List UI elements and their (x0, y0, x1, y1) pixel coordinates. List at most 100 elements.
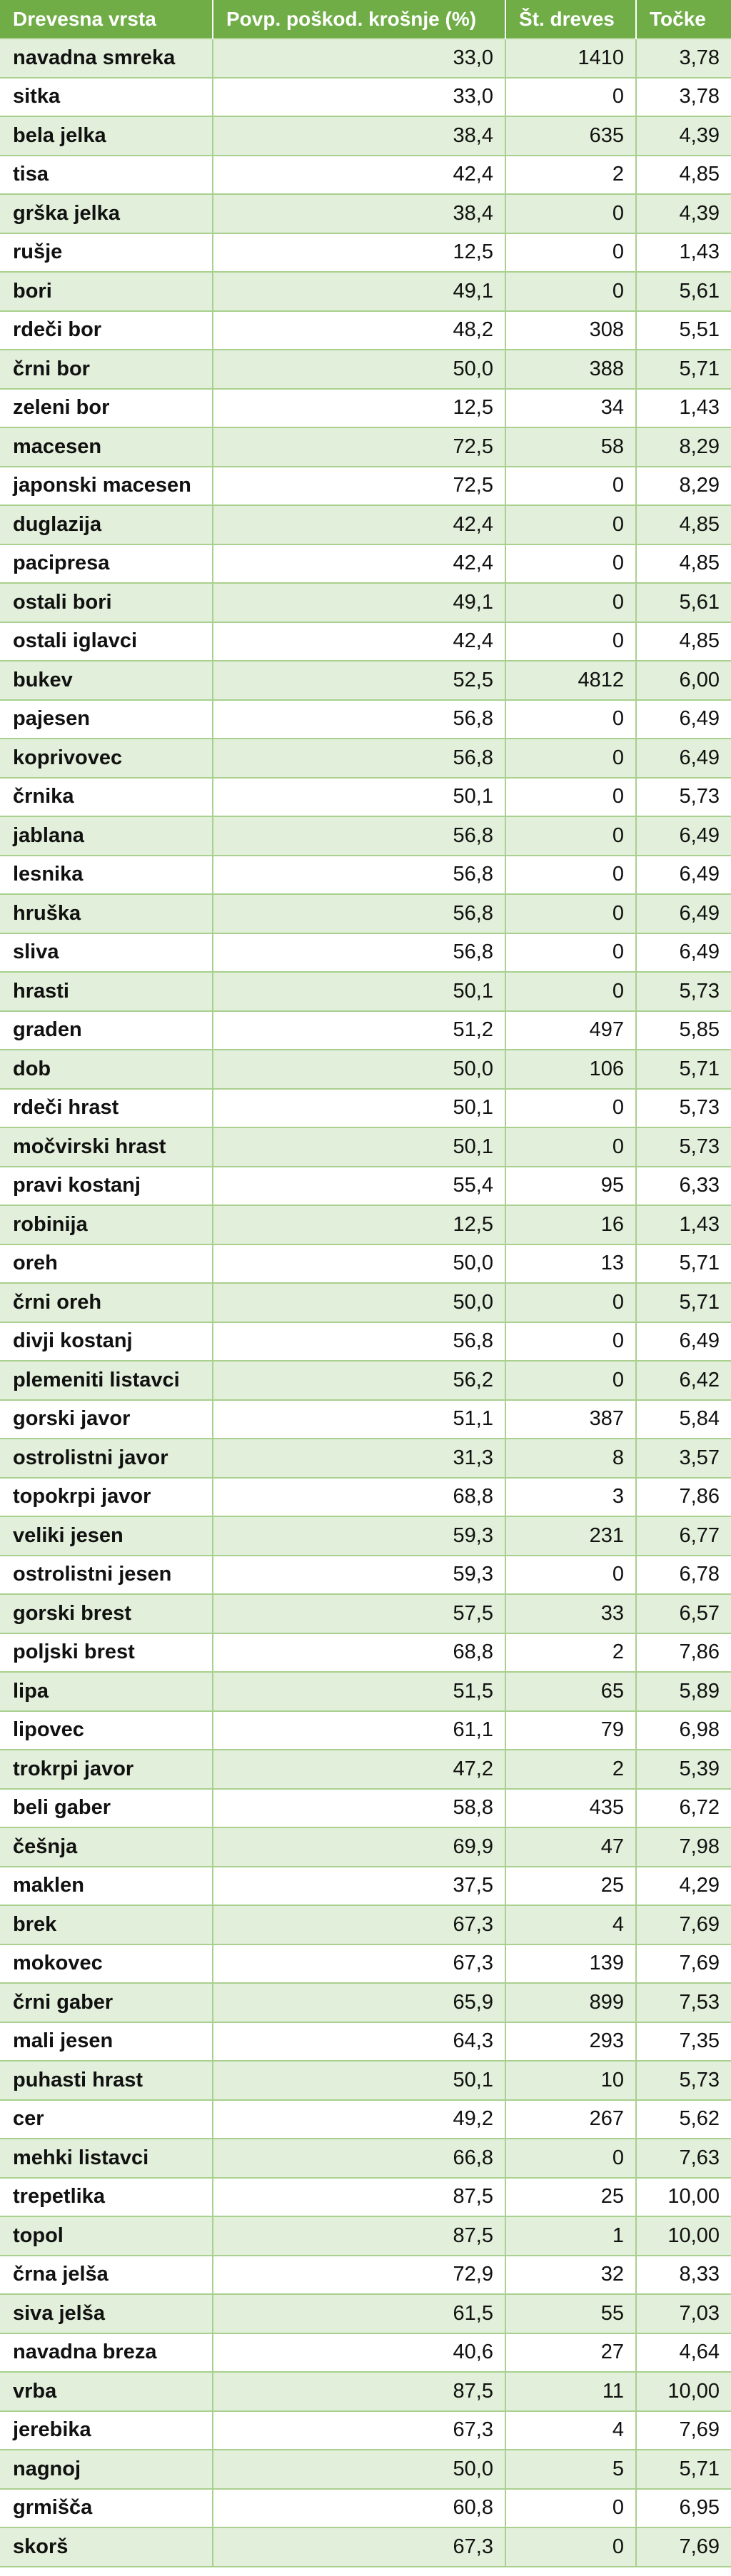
header-points: Točke (636, 0, 731, 39)
species-cell: močvirski hrast (0, 1127, 213, 1167)
tree-count-cell: 635 (505, 116, 636, 156)
points-cell: 5,61 (635, 271, 731, 311)
table-row: topokrpi javor 68,8 3 7,86 (0, 1476, 731, 1516)
table-header: Drevesna vrsta Povp. poškod. krošnje (%)… (0, 0, 731, 39)
tree-count-cell: 387 (505, 1399, 636, 1439)
tree-count-cell: 1410 (505, 38, 636, 78)
points-cell: 5,73 (635, 776, 731, 816)
species-cell: nagnoj (0, 2449, 213, 2489)
species-cell: grška jelka (0, 193, 213, 233)
species-cell: bela jelka (0, 116, 213, 156)
points-cell: 3,57 (635, 1438, 731, 1478)
crown-damage-cell: 56,2 (212, 1360, 505, 1400)
crown-damage-cell: 72,5 (212, 427, 505, 467)
species-cell: ostrolistni javor (0, 1438, 213, 1478)
points-cell: 6,00 (635, 660, 731, 700)
tree-count-cell: 47 (505, 1827, 636, 1867)
crown-damage-cell: 50,1 (212, 1087, 505, 1127)
crown-damage-cell: 68,8 (212, 1476, 505, 1516)
tree-count-cell: 33 (505, 1593, 636, 1633)
tree-count-cell: 2 (505, 1632, 636, 1672)
crown-damage-cell: 37,5 (212, 1865, 505, 1905)
tree-count-cell: 0 (505, 1282, 636, 1322)
crown-damage-cell: 56,8 (212, 738, 505, 778)
points-cell: 6,98 (635, 1710, 731, 1750)
tree-count-cell: 0 (505, 621, 636, 661)
points-cell: 7,86 (635, 1476, 731, 1516)
points-cell: 7,03 (635, 2293, 731, 2333)
crown-damage-cell: 38,4 (212, 193, 505, 233)
table-row: sitka 33,0 0 3,78 (0, 76, 731, 116)
crown-damage-cell: 61,5 (212, 2293, 505, 2333)
crown-damage-cell: 50,0 (212, 349, 505, 389)
species-cell: rdeči hrast (0, 1087, 213, 1127)
species-cell: pravi kostanj (0, 1165, 213, 1205)
table-row: črni oreh 50,0 0 5,71 (0, 1282, 731, 1322)
points-cell: 5,73 (635, 2060, 731, 2100)
points-cell: 6,49 (635, 1321, 731, 1361)
tree-count-cell: 899 (505, 1982, 636, 2022)
species-cell: trepetlika (0, 2176, 213, 2216)
crown-damage-cell: 56,8 (212, 932, 505, 972)
table-row: grmišča 60,8 0 6,95 (0, 2488, 731, 2527)
crown-damage-cell: 33,0 (212, 76, 505, 116)
points-cell: 5,73 (635, 1087, 731, 1127)
crown-damage-cell: 42,4 (212, 504, 505, 544)
points-cell: 4,85 (635, 504, 731, 544)
points-cell: 6,49 (635, 854, 731, 894)
crown-damage-cell: 42,4 (212, 154, 505, 194)
species-cell: črni gaber (0, 1982, 213, 2022)
species-cell: črni oreh (0, 1282, 213, 1322)
table-row: japonski macesen 72,5 0 8,29 (0, 465, 731, 505)
tree-count-cell: 95 (505, 1165, 636, 1205)
table-row: mokovec 67,3 139 7,69 (0, 1943, 731, 1983)
crown-damage-cell: 60,8 (212, 2488, 505, 2527)
table-row: navadna smreka 33,0 1410 3,78 (0, 38, 731, 78)
tree-count-cell: 0 (505, 971, 636, 1011)
crown-damage-cell: 67,3 (212, 2527, 505, 2567)
table-row: češnja 69,9 47 7,98 (0, 1827, 731, 1867)
crown-damage-cell: 47,2 (212, 1749, 505, 1789)
tree-count-cell: 8 (505, 1438, 636, 1478)
points-cell: 5,71 (635, 2449, 731, 2489)
points-cell: 5,39 (635, 1749, 731, 1789)
crown-damage-cell: 42,4 (212, 621, 505, 661)
table-row: črni gaber 65,9 899 7,53 (0, 1982, 731, 2022)
table-row: cer 49,2 267 5,62 (0, 2099, 731, 2139)
crown-damage-cell: 38,4 (212, 116, 505, 156)
crown-damage-cell: 48,2 (212, 310, 505, 350)
crown-damage-cell: 50,1 (212, 776, 505, 816)
table-row: gorski brest 57,5 33 6,57 (0, 1593, 731, 1633)
species-cell: trokrpi javor (0, 1749, 213, 1789)
species-cell: maklen (0, 1865, 213, 1905)
species-cell: grmišča (0, 2488, 213, 2527)
table-row: ostali bori 49,1 0 5,61 (0, 582, 731, 622)
table-row: bela jelka 38,4 635 4,39 (0, 116, 731, 156)
table-row: siva jelša 61,5 55 7,03 (0, 2293, 731, 2333)
crown-damage-cell: 56,8 (212, 893, 505, 933)
tree-count-cell: 4812 (505, 660, 636, 700)
tree-count-cell: 0 (505, 1554, 636, 1594)
tree-count-cell: 0 (505, 2527, 636, 2567)
tree-count-cell: 65 (505, 1671, 636, 1711)
tree-count-cell: 2 (505, 1749, 636, 1789)
table-row: mehki listavci 66,8 0 7,63 (0, 2138, 731, 2178)
crown-damage-cell: 87,5 (212, 2176, 505, 2216)
points-cell: 7,35 (635, 2021, 731, 2061)
crown-damage-cell: 51,2 (212, 1010, 505, 1050)
crown-damage-cell: 51,1 (212, 1399, 505, 1439)
tree-count-cell: 0 (505, 1321, 636, 1361)
tree-count-cell: 0 (505, 893, 636, 933)
species-cell: gorski javor (0, 1399, 213, 1439)
tree-count-cell: 0 (505, 271, 636, 311)
table-row: gorski javor 51,1 387 5,84 (0, 1399, 731, 1439)
crown-damage-cell: 59,3 (212, 1554, 505, 1594)
species-cell: puhasti hrast (0, 2060, 213, 2100)
tree-count-cell: 4 (505, 1905, 636, 1944)
crown-damage-cell: 49,2 (212, 2099, 505, 2139)
table-body: navadna smreka 33,0 1410 3,78 sitka 33,0 0 3,78… (0, 38, 731, 2567)
points-cell: 5,51 (635, 310, 731, 350)
crown-damage-cell: 55,4 (212, 1165, 505, 1205)
crown-damage-cell: 50,1 (212, 2060, 505, 2100)
points-cell: 6,78 (635, 1554, 731, 1594)
